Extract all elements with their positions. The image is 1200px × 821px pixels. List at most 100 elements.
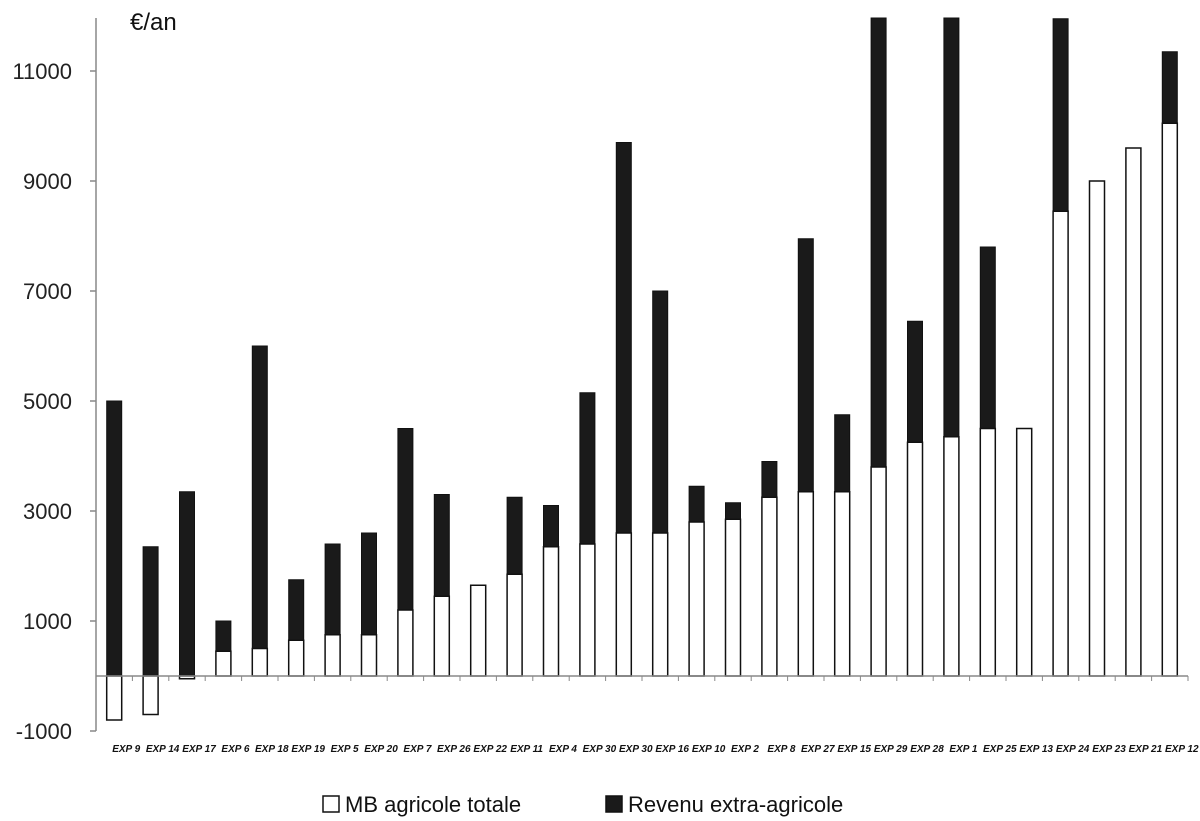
bar-mb-agricole [615, 532, 633, 677]
x-category-label: EXP 16 [655, 744, 689, 755]
y-axis: -1000 1000 3000 5000 7000 9000 11000 [12, 18, 97, 744]
x-category-label: EXP 17 [182, 744, 216, 755]
x-category-label: EXP 28 [910, 744, 944, 755]
y-tick-label: 9000 [23, 169, 72, 194]
x-category-label: EXP 11 [510, 744, 543, 755]
bar-revenu-extra-agricole [106, 400, 123, 677]
x-category-label: EXP 30 [619, 744, 653, 755]
x-category-label: EXP 27 [801, 744, 835, 755]
bar-mb-agricole [251, 647, 269, 677]
bar-mb-agricole [142, 675, 159, 716]
x-category-label: EXP 15 [837, 744, 871, 755]
bar-revenu-extra-agricole [1052, 18, 1069, 212]
x-category-label: EXP 21 [1129, 744, 1163, 755]
x-category-label: EXP 22 [473, 744, 507, 755]
bar-mb-agricole [1088, 180, 1106, 677]
bar-mb-agricole [833, 491, 851, 677]
x-category-label: EXP 30 [583, 744, 617, 755]
y-tick-label: 3000 [23, 499, 72, 524]
bar-revenu-extra-agricole [215, 620, 232, 652]
bar-mb-agricole [397, 609, 414, 677]
y-tick-label: 1000 [23, 609, 72, 634]
y-tick-label: 11000 [12, 59, 72, 84]
x-category-label: EXP 13 [1019, 744, 1053, 755]
x-category-label: EXP 29 [874, 744, 908, 755]
bar-revenu-extra-agricole [761, 461, 778, 498]
bar-mb-agricole [215, 650, 232, 677]
x-category-label: EXP 7 [403, 744, 431, 755]
x-category-label: EXP 14 [146, 744, 180, 755]
bar-mb-agricole [105, 675, 123, 721]
bar-revenu-extra-agricole [870, 17, 887, 468]
x-category-label: EXP 10 [692, 744, 726, 755]
x-category-label: EXP 19 [291, 744, 325, 755]
bar-revenu-extra-agricole [688, 485, 705, 523]
bar-revenu-extra-agricole [324, 543, 341, 636]
bar-revenu-extra-agricole [142, 546, 159, 677]
bar-revenu-extra-agricole [288, 579, 305, 641]
bar-mb-agricole [943, 436, 960, 677]
y-tick-label: -1000 [16, 719, 72, 744]
x-category-label: EXP 8 [767, 744, 795, 755]
bar-mb-agricole [542, 546, 560, 677]
bar-mb-agricole [469, 584, 487, 677]
y-tick-label: 7000 [23, 279, 72, 304]
legend-label-revenu-extra: Revenu extra-agricole [628, 792, 843, 817]
bar-revenu-extra-agricole [943, 17, 960, 438]
x-category-label: EXP 9 [112, 744, 140, 755]
bar-revenu-extra-agricole [834, 414, 851, 493]
bar-revenu-extra-agricole [1161, 51, 1178, 124]
bar-revenu-extra-agricole [433, 494, 450, 597]
x-category-label: EXP 4 [549, 744, 577, 755]
bar-revenu-extra-agricole [797, 238, 814, 493]
y-tick-label: 5000 [23, 389, 72, 414]
bar-mb-agricole [870, 466, 887, 677]
bar-revenu-extra-agricole [361, 532, 377, 636]
x-category-label: EXP 25 [983, 744, 1017, 755]
legend-swatch-revenu-extra [605, 795, 623, 813]
bar-mb-agricole [324, 634, 341, 677]
x-axis: EXP 9 EXP 14 EXP 17 EXP 6 EXP 18 EXP 19 EXP 5 E… [96, 675, 1199, 755]
bar-mb-agricole [1052, 210, 1069, 677]
bar-mb-agricole [651, 532, 669, 677]
bar-revenu-extra-agricole [579, 392, 596, 545]
bar-mb-agricole [433, 595, 451, 677]
bar-mb-agricole [761, 496, 778, 677]
bar-mb-agricole [506, 573, 523, 677]
x-category-label: EXP 24 [1056, 744, 1090, 755]
bar-revenu-extra-agricole [652, 290, 669, 534]
bar-revenu-extra-agricole [907, 320, 923, 443]
x-category-label: EXP 6 [221, 744, 249, 755]
bar-mb-agricole [724, 518, 742, 677]
x-category-label: EXP 18 [255, 744, 289, 755]
legend-label-mb-agricole: MB agricole totale [345, 792, 521, 817]
bar-mb-agricole [979, 427, 997, 677]
x-category-label: EXP 26 [437, 744, 471, 755]
bar-mb-agricole [906, 441, 924, 677]
bars [105, 17, 1179, 721]
bar-revenu-extra-agricole [725, 502, 741, 520]
x-category-label: EXP 12 [1165, 744, 1199, 755]
bar-revenu-extra-agricole [979, 246, 996, 429]
legend: MB agricole totale Revenu extra-agricole [322, 792, 843, 817]
bar-mb-agricole [1015, 427, 1033, 677]
bar-mb-agricole [360, 634, 378, 677]
x-category-label: EXP 23 [1092, 744, 1126, 755]
x-category-label: EXP 20 [364, 744, 398, 755]
bar-revenu-extra-agricole [506, 496, 523, 575]
x-category-label: EXP 5 [331, 744, 359, 755]
x-category-label: EXP 2 [731, 744, 759, 755]
y-unit-label: €/an [130, 9, 177, 36]
bar-mb-agricole [1161, 122, 1179, 677]
bar-revenu-extra-agricole [543, 505, 559, 548]
bar-revenu-extra-agricole [179, 491, 195, 677]
bar-revenu-extra-agricole [397, 428, 414, 611]
bar-mb-agricole [1125, 147, 1142, 677]
bar-mb-agricole [797, 491, 815, 677]
bar-revenu-extra-agricole [615, 142, 632, 534]
x-category-label: EXP 1 [949, 744, 977, 755]
bar-mb-agricole [579, 543, 596, 677]
bar-mb-agricole [287, 639, 305, 677]
bar-revenu-extra-agricole [251, 345, 268, 649]
